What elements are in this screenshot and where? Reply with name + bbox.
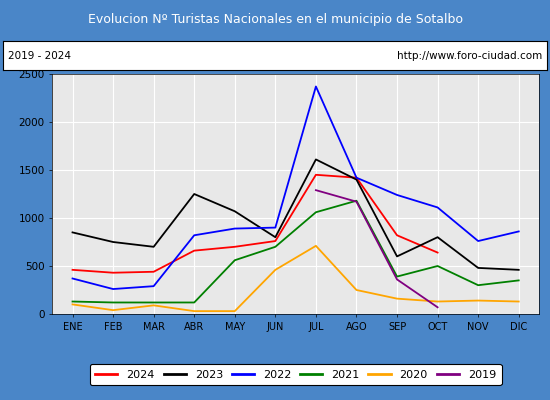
Legend: 2024, 2023, 2022, 2021, 2020, 2019: 2024, 2023, 2022, 2021, 2020, 2019 [90,364,502,385]
Text: Evolucion Nº Turistas Nacionales en el municipio de Sotalbo: Evolucion Nº Turistas Nacionales en el m… [87,12,463,26]
Text: 2019 - 2024: 2019 - 2024 [8,51,71,61]
Text: http://www.foro-ciudad.com: http://www.foro-ciudad.com [397,51,542,61]
